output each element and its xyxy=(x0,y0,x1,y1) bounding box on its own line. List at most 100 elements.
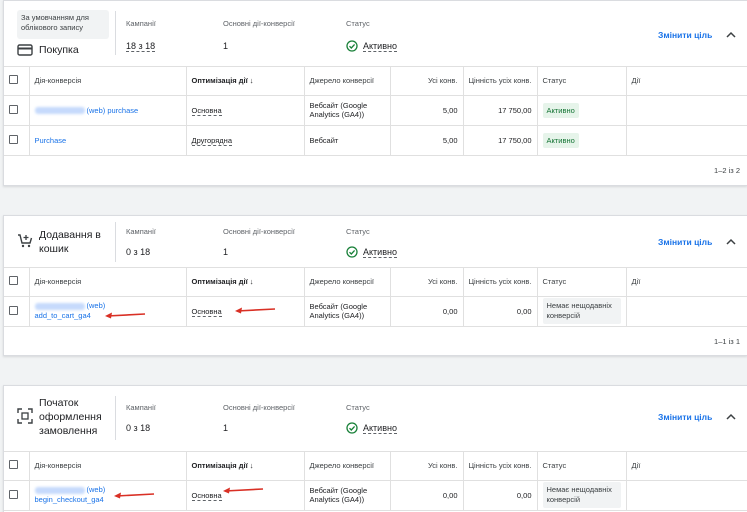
optimization-value[interactable]: Основна xyxy=(191,490,222,501)
optimization-value[interactable]: Основна xyxy=(191,105,222,116)
campaigns-value[interactable]: 18 з 18 xyxy=(126,41,156,52)
source-value: Вебсайт (Google Analytics (GA4)) xyxy=(304,480,391,511)
goal-status-value[interactable]: Активно xyxy=(363,41,397,52)
table-header-row: Дія-конверсія Оптимізація дії ↓ Джерело … xyxy=(4,268,747,297)
chevron-up-icon[interactable] xyxy=(725,411,737,423)
divider xyxy=(115,222,116,262)
conversion-action-link[interactable]: (web) purchase xyxy=(34,106,138,115)
campaigns-value[interactable]: 0 з 18 xyxy=(126,247,151,257)
goal-card-begin-checkout: Початок оформлення замовлення Кампанії 0… xyxy=(3,385,747,512)
sort-arrow-icon: ↓ xyxy=(249,76,254,86)
primary-conversions-value: 1 xyxy=(223,423,229,433)
select-all-checkbox[interactable] xyxy=(9,460,18,470)
col-value: Цінність усіх конв. xyxy=(463,452,538,481)
col-optimization[interactable]: Оптимізація дії ↓ xyxy=(186,67,305,96)
table-header-row: Дія-конверсія Оптимізація дії ↓ Джерело … xyxy=(4,452,747,481)
redacted-text xyxy=(34,486,85,494)
row-checkbox[interactable] xyxy=(9,489,18,499)
actions-cell xyxy=(626,480,747,511)
row-checkbox[interactable] xyxy=(9,134,18,144)
value-value: 0,00 xyxy=(463,296,538,327)
primary-conversions-label: Основні дії-конверсії xyxy=(223,19,295,28)
all-conv-value: 5,00 xyxy=(390,125,464,156)
sort-arrow-icon: ↓ xyxy=(249,461,254,471)
divider xyxy=(115,396,116,440)
conversion-action-link[interactable]: Purchase xyxy=(34,135,67,145)
table-row: (web) purchase Основна Вебсайт (Google A… xyxy=(4,95,747,126)
all-conv-value: 0,00 xyxy=(390,296,464,327)
campaigns-label: Кампанії xyxy=(126,19,156,28)
conversion-table: Дія-конверсія Оптимізація дії ↓ Джерело … xyxy=(4,452,747,511)
status-badge: Активно xyxy=(542,132,579,148)
goal-card-purchase: За умовчанням для облікового запису Поку… xyxy=(3,0,747,186)
goal-name: Покупка xyxy=(39,44,79,56)
table-row: Purchase Другорядна Вебсайт 5,00 17 750,… xyxy=(4,125,747,156)
col-optimization[interactable]: Оптимізація дії ↓ xyxy=(186,268,305,297)
optimization-value[interactable]: Основна xyxy=(191,306,222,317)
goal-name: Додавання в кошик xyxy=(39,229,101,255)
status-badge: Немає нещодавніх конверсій xyxy=(542,482,621,508)
goal-status-value[interactable]: Активно xyxy=(363,247,397,258)
actions-cell xyxy=(626,296,747,327)
status-badge: Немає нещодавніх конверсій xyxy=(542,298,621,324)
chevron-up-icon[interactable] xyxy=(725,29,737,41)
primary-conversions-value: 1 xyxy=(223,247,229,257)
col-status: Статус xyxy=(537,268,627,297)
value-value: 17 750,00 xyxy=(463,125,538,156)
red-arrow-annotation xyxy=(114,492,155,499)
change-goal-link[interactable]: Змінити ціль xyxy=(658,237,713,247)
red-arrow-annotation xyxy=(105,312,146,319)
red-arrow-annotation xyxy=(235,307,276,314)
col-actions: Дії xyxy=(626,67,747,96)
table-row: (web) begin_checkout_ga4 Основна Вебсайт … xyxy=(4,480,747,511)
goal-name: Початок оформлення замовлення xyxy=(39,397,102,437)
chevron-up-icon[interactable] xyxy=(725,236,737,248)
col-all-conv: Усі конв. xyxy=(390,67,464,96)
campaigns-value[interactable]: 0 з 18 xyxy=(126,423,151,433)
redacted-text xyxy=(34,107,85,115)
redacted-text xyxy=(34,302,85,310)
select-all-checkbox[interactable] xyxy=(9,276,18,286)
optimization-value[interactable]: Другорядна xyxy=(191,135,232,146)
col-optimization[interactable]: Оптимізація дії ↓ xyxy=(186,452,305,481)
col-all-conv: Усі конв. xyxy=(390,452,464,481)
actions-cell xyxy=(626,125,747,156)
goal-header: За умовчанням для облікового запису Поку… xyxy=(4,1,747,67)
col-actions: Дії xyxy=(626,452,747,481)
change-goal-link[interactable]: Змінити ціль xyxy=(658,30,713,40)
goal-card-add-to-cart: Додавання в кошик Кампанії 0 з 18 Основн… xyxy=(3,215,747,356)
primary-conversions-value: 1 xyxy=(223,41,229,51)
row-checkbox[interactable] xyxy=(9,104,18,114)
pagination: 1–1 із 1 xyxy=(714,336,740,346)
source-value: Вебсайт (Google Analytics (GA4)) xyxy=(304,95,391,126)
conversion-action-link[interactable]: (web) add_to_cart_ga4 xyxy=(34,301,106,320)
goal-header: Додавання в кошик Кампанії 0 з 18 Основн… xyxy=(4,216,747,268)
col-source: Джерело конверсії xyxy=(304,268,391,297)
conversion-action-link[interactable]: (web) begin_checkout_ga4 xyxy=(34,485,106,504)
check-circle-icon xyxy=(346,422,358,434)
change-goal-link[interactable]: Змінити ціль xyxy=(658,412,713,422)
credit-card-icon xyxy=(17,44,33,56)
sort-arrow-icon: ↓ xyxy=(249,277,254,287)
col-value: Цінність усіх конв. xyxy=(463,67,538,96)
check-circle-icon xyxy=(346,246,358,258)
primary-conversions-label: Основні дії-конверсії xyxy=(223,227,295,236)
value-value: 0,00 xyxy=(463,480,538,511)
status-label: Статус xyxy=(346,403,370,412)
col-source: Джерело конверсії xyxy=(304,452,391,481)
status-label: Статус xyxy=(346,19,370,28)
status-badge: Активно xyxy=(542,102,579,118)
all-conv-value: 5,00 xyxy=(390,95,464,126)
row-checkbox[interactable] xyxy=(9,305,18,315)
campaigns-label: Кампанії xyxy=(126,227,156,236)
cart-add-icon xyxy=(18,234,33,248)
table-header-row: Дія-конверсія Оптимізація дії ↓ Джерело … xyxy=(4,67,747,96)
col-value: Цінність усіх конв. xyxy=(463,268,538,297)
col-action: Дія-конверсія xyxy=(29,452,187,481)
campaigns-label: Кампанії xyxy=(126,403,156,412)
default-badge: За умовчанням для облікового запису xyxy=(17,10,109,39)
select-all-checkbox[interactable] xyxy=(9,75,18,85)
col-action: Дія-конверсія xyxy=(29,268,187,297)
col-all-conv: Усі конв. xyxy=(390,268,464,297)
goal-status-value[interactable]: Активно xyxy=(363,423,397,434)
